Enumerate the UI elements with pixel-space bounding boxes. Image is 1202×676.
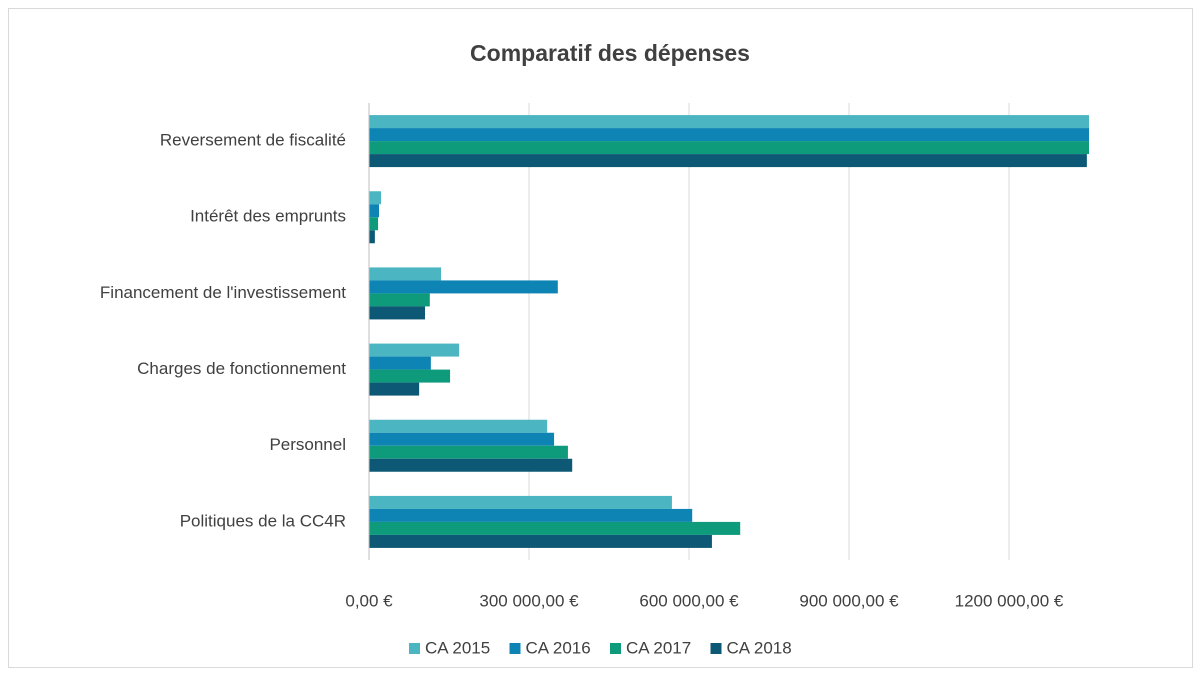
bar bbox=[369, 419, 548, 433]
legend-label: CA 2017 bbox=[626, 638, 691, 657]
y-tick-label: Politiques de la CC4R bbox=[180, 511, 346, 530]
bar bbox=[369, 508, 693, 522]
x-tick-label: 600 000,00 € bbox=[639, 591, 739, 610]
bar bbox=[369, 293, 430, 307]
bar bbox=[369, 369, 451, 383]
bar bbox=[369, 495, 672, 509]
bar bbox=[369, 356, 431, 370]
legend-swatch bbox=[509, 643, 521, 654]
bar bbox=[369, 343, 460, 357]
x-tick-label: 300 000,00 € bbox=[479, 591, 579, 610]
bar bbox=[369, 521, 741, 535]
legend-label: CA 2015 bbox=[425, 638, 490, 657]
bar bbox=[369, 217, 379, 231]
bar bbox=[369, 382, 420, 396]
y-tick-label: Intérêt des emprunts bbox=[190, 207, 346, 226]
bar bbox=[369, 267, 441, 281]
x-tick-label: 0,00 € bbox=[345, 591, 393, 610]
legend-swatch bbox=[710, 643, 722, 654]
y-tick-label: Personnel bbox=[269, 435, 346, 454]
chart-border bbox=[8, 8, 1193, 668]
bar bbox=[369, 154, 1087, 168]
bar bbox=[369, 306, 425, 320]
bar bbox=[369, 115, 1089, 129]
bar bbox=[369, 204, 379, 218]
legend-swatch bbox=[610, 643, 621, 654]
chart-title: Comparatif des dépenses bbox=[470, 40, 750, 66]
bar bbox=[369, 280, 558, 294]
bar bbox=[369, 432, 555, 446]
bar bbox=[369, 458, 573, 472]
x-tick-label: 900 000,00 € bbox=[799, 591, 899, 610]
bar bbox=[369, 445, 568, 459]
y-tick-label: Charges de fonctionnement bbox=[137, 359, 346, 378]
bar bbox=[369, 534, 712, 548]
bar bbox=[369, 191, 381, 205]
x-tick-label: 1200 000,00 € bbox=[955, 591, 1064, 610]
y-tick-label: Reversement de fiscalité bbox=[160, 131, 346, 150]
bar bbox=[369, 141, 1089, 155]
legend-label: CA 2016 bbox=[526, 638, 591, 657]
bar bbox=[369, 128, 1089, 142]
y-tick-label: Financement de l'investissement bbox=[100, 283, 346, 302]
bar bbox=[369, 230, 375, 244]
legend-swatch bbox=[409, 643, 420, 654]
legend-label: CA 2018 bbox=[727, 638, 792, 657]
